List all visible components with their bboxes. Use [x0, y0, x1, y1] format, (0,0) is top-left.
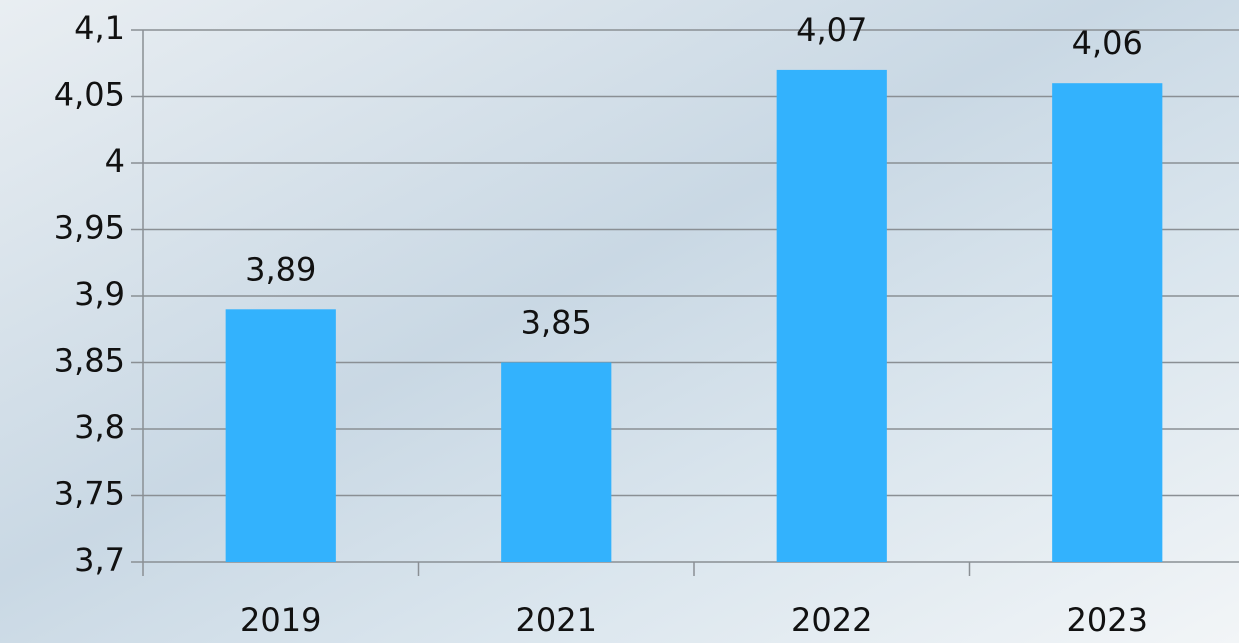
y-tick-label: 3,75 — [54, 475, 125, 513]
x-tick-label: 2022 — [791, 601, 872, 639]
value-label: 4,07 — [796, 11, 867, 49]
y-tick-label: 3,85 — [54, 342, 125, 380]
y-tick-label: 4,1 — [74, 9, 125, 47]
y-tick-label: 3,9 — [74, 275, 125, 313]
value-label: 3,89 — [245, 250, 316, 288]
x-tick-label: 2019 — [240, 601, 321, 639]
x-tick-label: 2021 — [516, 601, 597, 639]
x-tick-label: 2023 — [1067, 601, 1148, 639]
y-tick-label: 4 — [105, 142, 125, 180]
bar — [1052, 83, 1163, 562]
y-tick-label: 3,7 — [74, 541, 125, 579]
bar — [776, 69, 887, 563]
value-label: 3,85 — [521, 304, 592, 342]
y-tick-label: 4,05 — [54, 76, 125, 114]
value-label: 4,06 — [1072, 24, 1143, 62]
bar — [225, 309, 336, 562]
bar — [501, 362, 612, 562]
y-tick-label: 3,95 — [54, 209, 125, 247]
y-tick-label: 3,8 — [74, 408, 125, 446]
